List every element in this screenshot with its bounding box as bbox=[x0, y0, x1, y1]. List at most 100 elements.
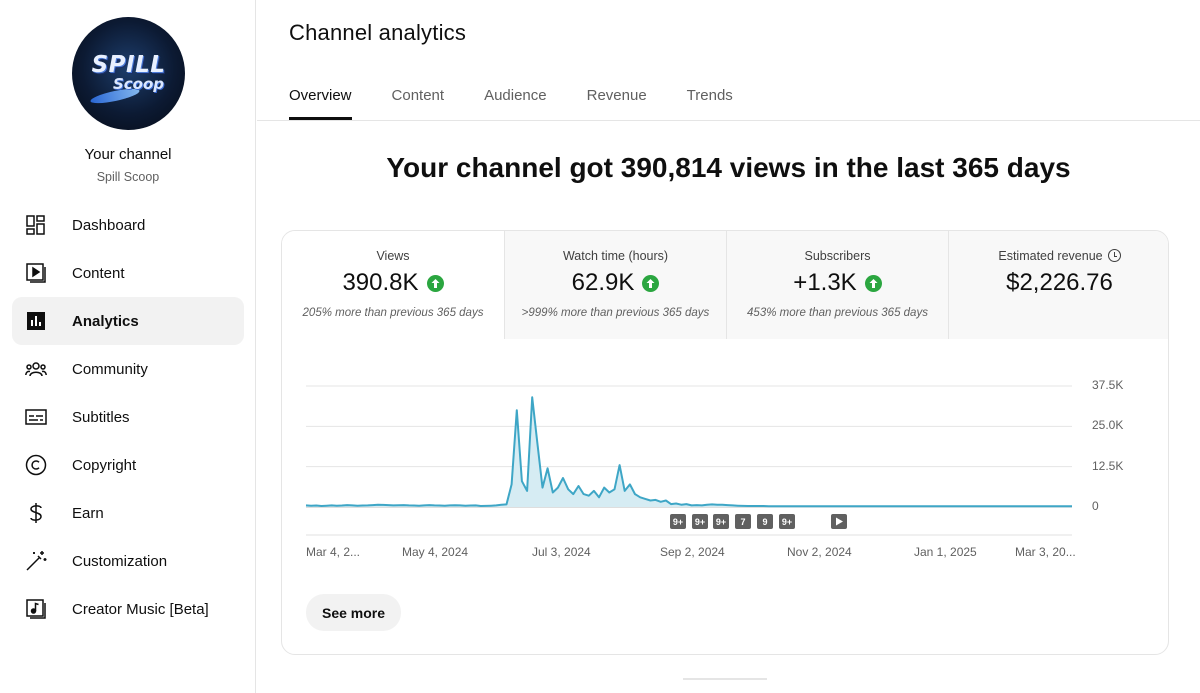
channel-name: Spill Scoop bbox=[96, 170, 160, 184]
views-chart: 9+ 9+ 9+ 7 9 9+ 37.5K 25.0K 12.5K 0 Mar 4, 2... Ma… bbox=[282, 339, 1168, 579]
subtitles-icon bbox=[24, 405, 48, 429]
chart-canvas: 9+ 9+ 9+ 7 9 9+ bbox=[305, 385, 1072, 536]
video-marker[interactable]: 9+ bbox=[670, 514, 686, 529]
main-panel: Channel analytics Overview Content Audie… bbox=[257, 0, 1200, 693]
metric-label-row: Estimated revenue bbox=[949, 249, 1168, 263]
svg-text:7: 7 bbox=[740, 517, 745, 527]
avatar-logo-subtext: Scoop bbox=[112, 75, 165, 93]
avatar-logo-text: SPILL bbox=[91, 52, 166, 78]
trend-up-icon bbox=[426, 274, 444, 292]
series-area bbox=[306, 397, 1072, 507]
earn-icon bbox=[24, 501, 48, 525]
svg-text:9+: 9+ bbox=[673, 517, 683, 527]
channel-title: Your channel bbox=[84, 146, 172, 163]
metric-comparison: 453% more than previous 365 days bbox=[747, 307, 928, 319]
svg-text:9+: 9+ bbox=[716, 517, 726, 527]
x-tick-label: Mar 3, 20... bbox=[1015, 545, 1076, 559]
metric-comparison: 205% more than previous 365 days bbox=[302, 307, 484, 319]
channel-avatar[interactable]: SPILL Scoop bbox=[72, 17, 185, 130]
sidebar-nav: Dashboard Content Analytics Community Su… bbox=[12, 201, 244, 633]
metric-value-row: 62.9K bbox=[505, 269, 726, 297]
x-tick-label: Jul 3, 2024 bbox=[532, 545, 591, 559]
views-headline: Your channel got 390,814 views in the la… bbox=[386, 152, 1071, 183]
metric-value: 390.8K bbox=[342, 269, 419, 296]
video-marker[interactable]: 7 bbox=[735, 514, 751, 529]
sidebar-item-dashboard[interactable]: Dashboard bbox=[12, 201, 244, 249]
tab-content[interactable]: Content bbox=[391, 87, 445, 104]
video-marker[interactable]: 9+ bbox=[713, 514, 729, 529]
see-more-button[interactable]: See more bbox=[306, 594, 402, 631]
metric-comparison: >999% more than previous 365 days bbox=[521, 307, 710, 319]
sidebar-item-analytics[interactable]: Analytics bbox=[12, 297, 244, 345]
copyright-icon bbox=[24, 453, 48, 477]
tab-trends[interactable]: Trends bbox=[686, 87, 733, 104]
metric-value: $2,226.76 bbox=[1006, 269, 1113, 296]
metric-watch-time[interactable]: Watch time (hours) 62.9K >999% more than… bbox=[504, 231, 726, 339]
sidebar-item-earn[interactable]: Earn bbox=[12, 489, 244, 537]
sidebar-item-copyright[interactable]: Copyright bbox=[12, 441, 244, 489]
sidebar-item-label: Content bbox=[72, 264, 125, 282]
sidebar-item-content[interactable]: Content bbox=[12, 249, 244, 297]
analytics-icon bbox=[24, 309, 48, 333]
sidebar-item-customization[interactable]: Customization bbox=[12, 537, 244, 585]
trend-up-icon bbox=[864, 274, 882, 292]
sidebar-item-creator-music[interactable]: Creator Music [Beta] bbox=[12, 585, 244, 633]
tab-overview[interactable]: Overview bbox=[289, 74, 352, 120]
sidebar-item-label: Analytics bbox=[72, 312, 139, 330]
video-marker[interactable]: 9+ bbox=[692, 514, 708, 529]
sidebar-item-community[interactable]: Community bbox=[12, 345, 244, 393]
dashboard-icon bbox=[24, 213, 48, 237]
customization-icon bbox=[24, 549, 48, 573]
analytics-tabs: Overview Content Audience Revenue Trends bbox=[289, 74, 773, 120]
play-marker-icon[interactable] bbox=[831, 514, 847, 529]
sidebar-item-label: Subtitles bbox=[72, 408, 130, 426]
x-tick-label: May 4, 2024 bbox=[402, 545, 469, 559]
overview-card: Views 390.8K 205% more than previous 365… bbox=[281, 230, 1169, 655]
tabs-divider bbox=[257, 120, 1200, 121]
sidebar-item-label: Copyright bbox=[72, 456, 137, 474]
metric-tabs: Views 390.8K 205% more than previous 365… bbox=[282, 231, 1168, 339]
metric-value-row: 390.8K bbox=[282, 269, 504, 297]
y-tick-label: 37.5K bbox=[1092, 378, 1124, 392]
metric-value: 62.9K bbox=[571, 269, 635, 296]
tab-revenue[interactable]: Revenue bbox=[586, 87, 647, 104]
x-tick-label: Nov 2, 2024 bbox=[787, 545, 852, 559]
metric-estimated-revenue[interactable]: Estimated revenue $2,226.76 bbox=[948, 231, 1168, 339]
community-icon bbox=[24, 357, 48, 381]
sidebar-item-label: Dashboard bbox=[72, 216, 146, 234]
creator-music-icon bbox=[24, 597, 48, 621]
clock-icon bbox=[1107, 249, 1121, 262]
metric-label: Estimated revenue bbox=[998, 249, 1103, 263]
y-tick-label: 12.5K bbox=[1092, 458, 1124, 473]
metric-label: Subscribers bbox=[804, 249, 871, 263]
x-tick-label: Jan 1, 2025 bbox=[914, 545, 977, 559]
metric-value-row: $2,226.76 bbox=[949, 269, 1168, 297]
svg-text:9: 9 bbox=[762, 517, 767, 527]
sidebar-item-label: Earn bbox=[72, 504, 104, 522]
trend-up-icon bbox=[642, 274, 660, 292]
x-tick-label: Mar 4, 2... bbox=[306, 545, 361, 559]
metric-label: Views bbox=[376, 249, 410, 263]
scroll-indicator bbox=[683, 678, 767, 680]
metric-value: +1.3K bbox=[793, 269, 857, 296]
metric-value-row: +1.3K bbox=[727, 269, 948, 297]
svg-text:9+: 9+ bbox=[782, 517, 792, 527]
metric-label: Watch time (hours) bbox=[562, 249, 669, 263]
x-tick-label: Sep 2, 2024 bbox=[660, 545, 725, 559]
page-title: Channel analytics bbox=[289, 20, 467, 45]
y-tick-label: 0 bbox=[1092, 499, 1099, 513]
metric-subscribers[interactable]: Subscribers +1.3K 453% more than previou… bbox=[726, 231, 948, 339]
metric-views[interactable]: Views 390.8K 205% more than previous 365… bbox=[282, 231, 504, 339]
y-tick-label: 25.0K bbox=[1092, 418, 1124, 433]
sidebar-item-subtitles[interactable]: Subtitles bbox=[12, 393, 244, 441]
video-marker[interactable]: 9+ bbox=[779, 514, 795, 529]
sidebar-item-label: Creator Music [Beta] bbox=[72, 600, 209, 618]
svg-text:9+: 9+ bbox=[695, 517, 705, 527]
content-icon bbox=[24, 261, 48, 285]
video-marker[interactable]: 9 bbox=[757, 514, 773, 529]
sidebar-item-label: Community bbox=[72, 360, 148, 378]
sidebar: SPILL Scoop Your channel Spill Scoop Das… bbox=[0, 0, 256, 693]
sidebar-item-label: Customization bbox=[72, 552, 168, 570]
series-line[interactable] bbox=[305, 396, 1072, 508]
tab-audience[interactable]: Audience bbox=[484, 87, 547, 104]
